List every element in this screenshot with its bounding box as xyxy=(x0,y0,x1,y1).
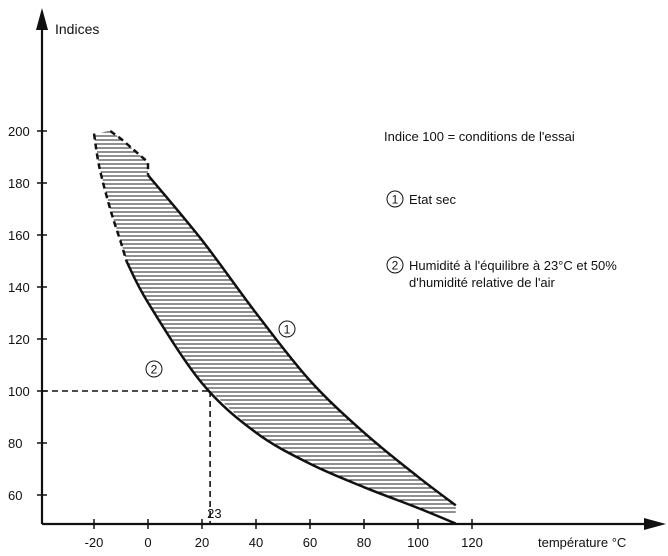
legend-2-marker: 2 xyxy=(392,259,399,273)
x-tick-label: 40 xyxy=(249,535,263,550)
legend-1-marker: 1 xyxy=(392,193,399,207)
y-tick-label: 60 xyxy=(8,488,22,503)
x-tick-label: 20 xyxy=(195,535,209,550)
y-tick-label: 140 xyxy=(8,280,30,295)
x-tick-label: 100 xyxy=(407,535,429,550)
y-tick-label: 200 xyxy=(8,124,30,139)
legend-1-marker-circle xyxy=(386,190,404,208)
note-text: Indice 100 = conditions de l'essai xyxy=(384,129,575,144)
y-tick-label: 160 xyxy=(8,228,30,243)
legend-2-marker-circle xyxy=(386,256,404,274)
legend-2-line1: Humidité à l'équilibre à 23°C et 50% xyxy=(409,258,617,273)
x-tick-label: -20 xyxy=(85,535,104,550)
y-tick-label: 100 xyxy=(8,384,30,399)
legend-1-text: Etat sec xyxy=(409,192,456,207)
curve-1-marker: 1 xyxy=(284,323,291,337)
y-axis-arrow-icon xyxy=(36,8,48,30)
x-axis-label: température °C xyxy=(538,535,626,550)
y-tick-label: 80 xyxy=(8,436,22,451)
curve-2-dashed-line xyxy=(92,133,128,262)
legend-2-line2: d'humidité relative de l'air xyxy=(409,275,556,290)
x-tick-label: 80 xyxy=(357,535,371,550)
curve-2-marker: 2 xyxy=(151,363,158,377)
curve-2-marker-circle xyxy=(145,360,163,378)
x-tick-label: 60 xyxy=(303,535,317,550)
reference-x-label: 23 xyxy=(207,506,221,521)
x-ticks: -20 0 20 40 60 80 100 120 xyxy=(85,519,483,550)
curve-2-line xyxy=(125,260,457,525)
y-axis-label: Indices xyxy=(55,21,99,37)
x-tick-label: 0 xyxy=(144,535,151,550)
y-ticks: 60 80 100 120 140 160 180 200 xyxy=(8,124,47,503)
curve-1-dashed-line xyxy=(109,129,150,176)
curve-1-line xyxy=(147,174,457,507)
y-tick-label: 120 xyxy=(8,332,30,347)
hatched-band xyxy=(94,131,456,513)
y-tick-label: 180 xyxy=(8,176,30,191)
curve-1-marker-circle xyxy=(278,320,296,338)
x-tick-label: 120 xyxy=(461,535,483,550)
x-axis-arrow-icon xyxy=(644,518,666,530)
